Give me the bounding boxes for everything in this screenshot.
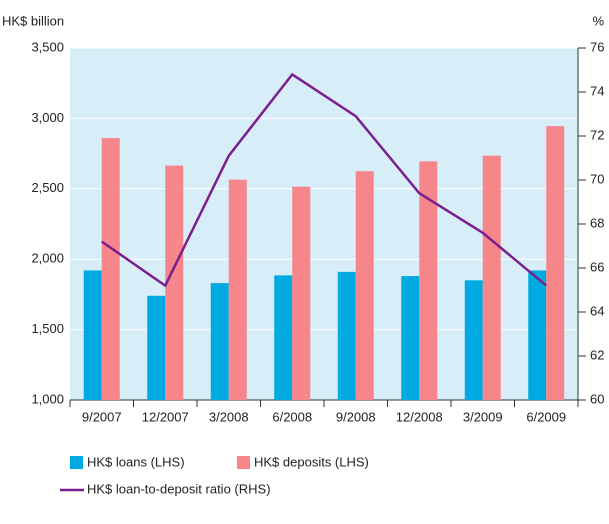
bar <box>165 165 184 400</box>
y2-tick-label: 60 <box>590 391 604 406</box>
x-tick-label: 3/2008 <box>209 409 249 424</box>
y2-tick-label: 64 <box>590 303 604 318</box>
legend-swatch <box>70 456 83 469</box>
bar <box>401 276 420 400</box>
bar <box>274 275 293 400</box>
y-tick-label: 1,000 <box>31 391 64 406</box>
bar <box>337 271 356 400</box>
line <box>101 72 548 288</box>
bar <box>101 138 120 400</box>
x-tick-label: 12/2007 <box>142 409 189 424</box>
bar <box>419 161 438 400</box>
y2-tick-label: 70 <box>590 171 604 186</box>
y-tick-label: 1,500 <box>31 321 64 336</box>
bar <box>355 171 374 400</box>
y-tick-label: 3,000 <box>31 110 64 125</box>
bar <box>83 270 102 400</box>
x-tick-label: 12/2008 <box>396 409 443 424</box>
y-axis-label: HK$ billion <box>2 13 64 28</box>
bar <box>228 179 247 400</box>
legend-label: HK$ deposits (LHS) <box>254 454 369 469</box>
legend-label: HK$ loans (LHS) <box>87 454 185 469</box>
y2-tick-label: 76 <box>590 39 604 54</box>
plot-background <box>70 48 578 400</box>
x-tick-label: 6/2008 <box>272 409 312 424</box>
y2-tick-label: 62 <box>590 347 604 362</box>
x-tick-label: 9/2008 <box>336 409 376 424</box>
legend-label: HK$ loan-to-deposit ratio (RHS) <box>87 481 271 496</box>
x-tick-label: 3/2009 <box>463 409 503 424</box>
bar <box>210 283 229 400</box>
y2-axis-label: % <box>592 13 604 28</box>
y2-tick-label: 66 <box>590 259 604 274</box>
y2-tick-label: 72 <box>590 127 604 142</box>
y-tick-label: 2,000 <box>31 251 64 266</box>
x-tick-label: 6/2009 <box>526 409 566 424</box>
bar <box>147 295 166 400</box>
y2-tick-label: 68 <box>590 215 604 230</box>
bar <box>482 155 501 400</box>
bar <box>292 186 311 400</box>
bar <box>464 280 483 400</box>
y-tick-label: 2,500 <box>31 180 64 195</box>
y-tick-label: 3,500 <box>31 39 64 54</box>
bar <box>546 126 565 401</box>
bar <box>528 270 547 400</box>
x-tick-label: 9/2007 <box>82 409 122 424</box>
legend-swatch <box>237 456 250 469</box>
y2-tick-label: 74 <box>590 83 604 98</box>
